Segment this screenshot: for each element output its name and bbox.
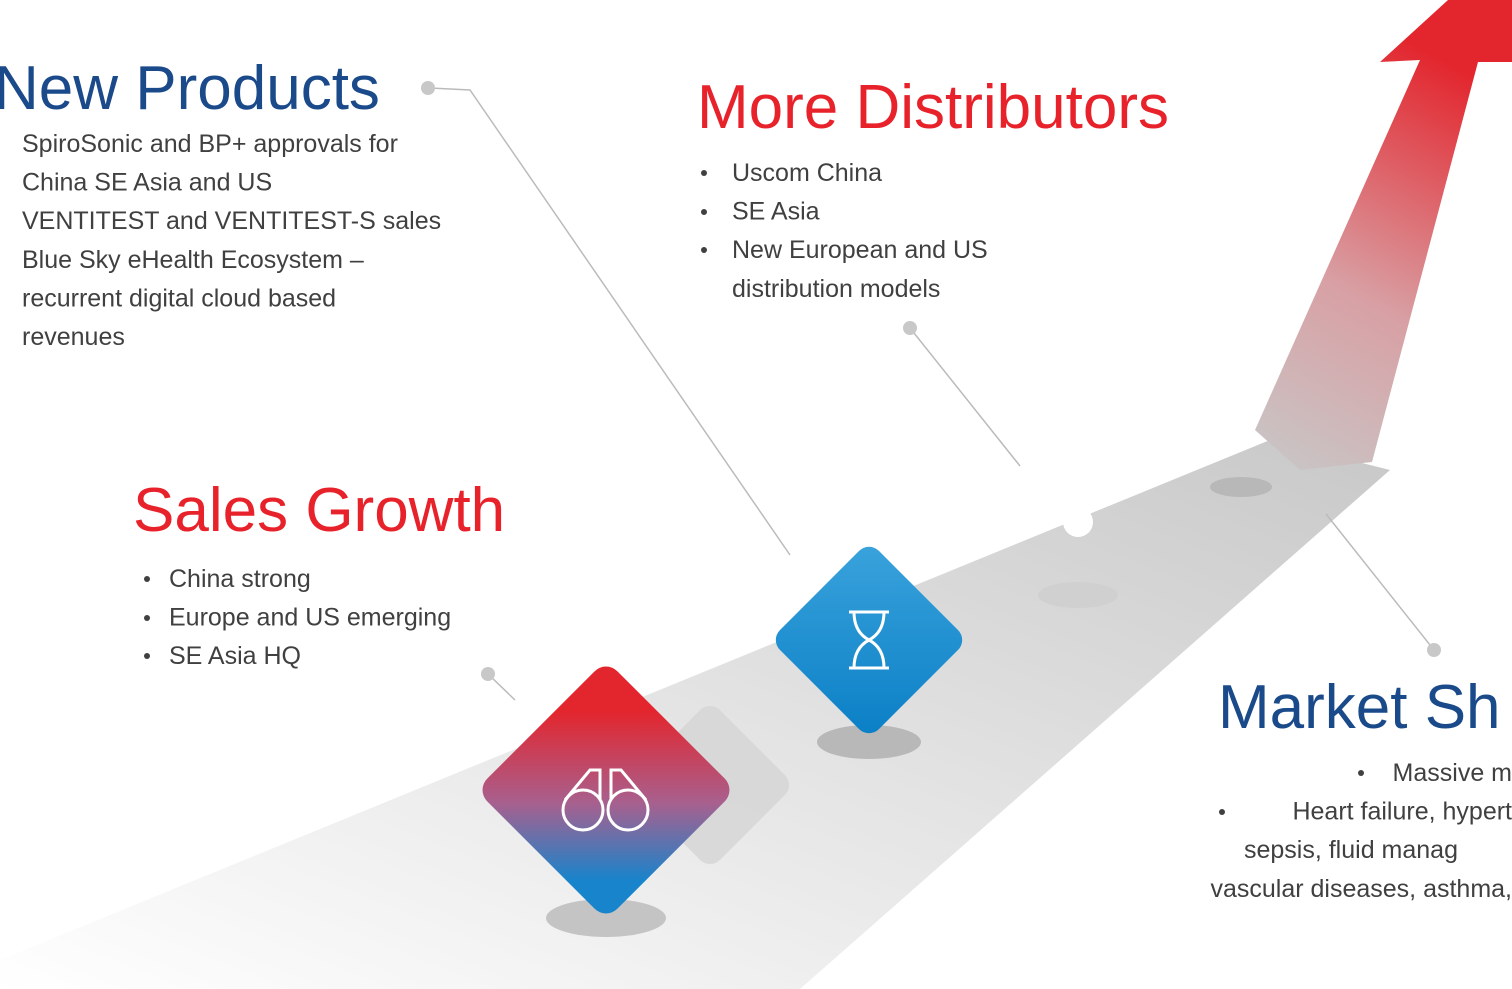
text-line: SE Asia [732, 198, 820, 226]
section-title: New Products [0, 54, 380, 123]
shadow [817, 725, 921, 759]
text-line: Uscom China [732, 159, 882, 187]
shadow [1038, 582, 1118, 608]
diamond [482, 666, 730, 914]
bulb-icon [1063, 507, 1093, 537]
shadow [546, 899, 666, 937]
text-line: vascular diseases, asthma, [1210, 875, 1512, 903]
text-lines: SpiroSonic and BP+ approvals for China SE… [22, 130, 1512, 903]
section-title: Market Sh [1218, 673, 1501, 742]
text-line: sepsis, fluid manag [1244, 836, 1458, 864]
road [0, 440, 1390, 989]
section-title: More Distributors [697, 73, 1169, 142]
bullets [144, 170, 1364, 815]
text-line: revenues [22, 323, 125, 351]
text-line: Heart failure, hypert [1292, 798, 1512, 826]
binoculars-icon [561, 768, 650, 832]
hourglass-icon [849, 610, 889, 670]
text-line: recurrent digital cloud based [22, 284, 336, 312]
text-line: Massive m [1393, 759, 1512, 787]
arrow [1255, 0, 1512, 470]
text-line: China strong [169, 565, 311, 593]
text-line: Europe and US emerging [169, 604, 451, 632]
text-line: New European and US [732, 236, 988, 264]
text-line: distribution models [732, 275, 940, 303]
shadow [1210, 477, 1272, 497]
text-line: SpiroSonic and BP+ approvals for [22, 130, 398, 158]
section-title: Sales Growth [133, 476, 505, 545]
connector-dots [421, 81, 1441, 681]
text-line: VENTITEST and VENTITEST-S sales [22, 207, 441, 235]
text-line: China SE Asia and US [22, 169, 272, 197]
text-line: SE Asia HQ [169, 642, 301, 670]
text-line: Blue Sky eHealth Ecosystem – [22, 246, 364, 274]
